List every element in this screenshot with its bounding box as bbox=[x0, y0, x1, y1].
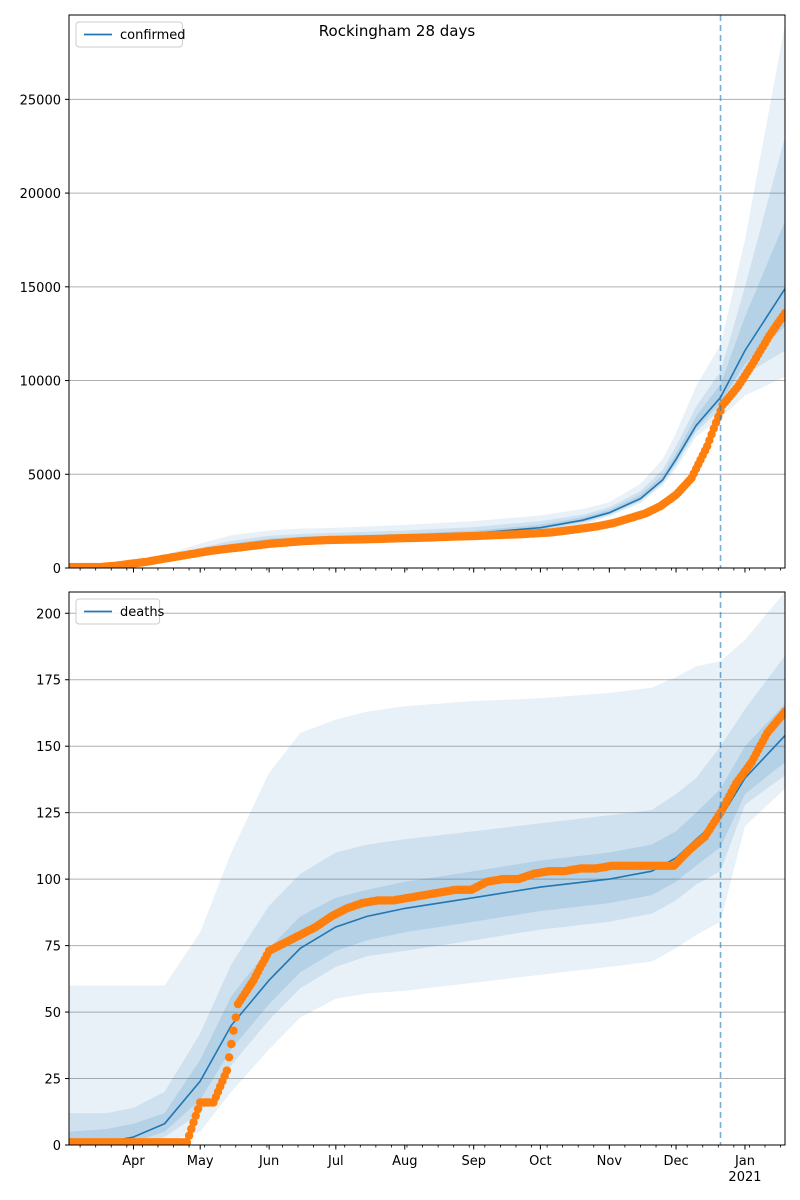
axes-frame bbox=[68, 591, 786, 1146]
observed-point bbox=[191, 1111, 200, 1121]
x-tick-label: Jul bbox=[327, 1154, 344, 1169]
observed-point bbox=[231, 1013, 240, 1022]
observed-point bbox=[780, 707, 785, 716]
plot-area bbox=[69, 24, 785, 568]
y-tick-label: 100 bbox=[36, 873, 61, 888]
x-tick-label: Nov bbox=[597, 1154, 623, 1169]
legend: confirmed bbox=[75, 21, 186, 48]
deaths-panel: 0 25 50 75 100 125 150 175 200 Apr May Jun Jul Aug Sep… bbox=[36, 591, 786, 1185]
y-tick-label: 75 bbox=[44, 940, 61, 955]
y-tick-label: 200 bbox=[36, 607, 61, 622]
observed-point bbox=[780, 308, 785, 318]
observed-point bbox=[222, 1066, 232, 1075]
y-tick-label: 25 bbox=[44, 1073, 61, 1088]
x-tick-label: Dec bbox=[663, 1154, 688, 1169]
y-tick-label: 20000 bbox=[20, 187, 61, 202]
observed-point bbox=[229, 1026, 238, 1035]
observed-point bbox=[187, 1124, 196, 1134]
observed-point bbox=[227, 1039, 236, 1049]
observed-point bbox=[184, 1131, 194, 1140]
uncertainty-band bbox=[69, 592, 785, 1145]
y-tick-label: 0 bbox=[53, 562, 61, 577]
legend: deaths bbox=[75, 598, 165, 625]
y-tick-label: 15000 bbox=[20, 281, 61, 296]
observed-point bbox=[224, 1053, 234, 1062]
confirmed-panel: 0 5000 10000 15000 20000 25000 confirmed bbox=[20, 14, 786, 577]
y-tick-label: 10000 bbox=[20, 375, 61, 390]
y-tick-label: 0 bbox=[53, 1139, 61, 1154]
x-tick-label: Jun bbox=[258, 1154, 279, 1169]
y-tick-label: 150 bbox=[36, 740, 61, 755]
axes-frame bbox=[68, 14, 786, 569]
legend-label: deaths bbox=[120, 605, 165, 620]
y-tick-label: 5000 bbox=[28, 468, 61, 483]
uncertainty-band bbox=[69, 655, 785, 1145]
y-tick-label: 175 bbox=[36, 674, 61, 689]
legend-box bbox=[75, 598, 161, 625]
x-tick-label: Oct bbox=[529, 1154, 551, 1169]
figure-title: Rockingham 28 days bbox=[319, 22, 476, 40]
observed-point bbox=[189, 1118, 198, 1127]
observed-point bbox=[193, 1104, 203, 1114]
x-tick-label: Aug bbox=[392, 1154, 417, 1169]
uncertainty-band bbox=[69, 703, 785, 1145]
x-tick-label: Sep bbox=[461, 1154, 486, 1169]
y-tick-label: 50 bbox=[44, 1006, 61, 1021]
x-tick-label: Jan bbox=[734, 1154, 755, 1169]
x-tick-label: Apr bbox=[122, 1154, 145, 1169]
x-tick-label: May bbox=[187, 1154, 214, 1169]
y-tick-label: 25000 bbox=[20, 93, 61, 108]
legend-label: confirmed bbox=[120, 28, 186, 43]
x-tick-label: 2021 bbox=[728, 1170, 761, 1185]
legend-box bbox=[75, 21, 183, 48]
plot-area bbox=[69, 592, 785, 1145]
y-tick-label: 125 bbox=[36, 807, 61, 822]
